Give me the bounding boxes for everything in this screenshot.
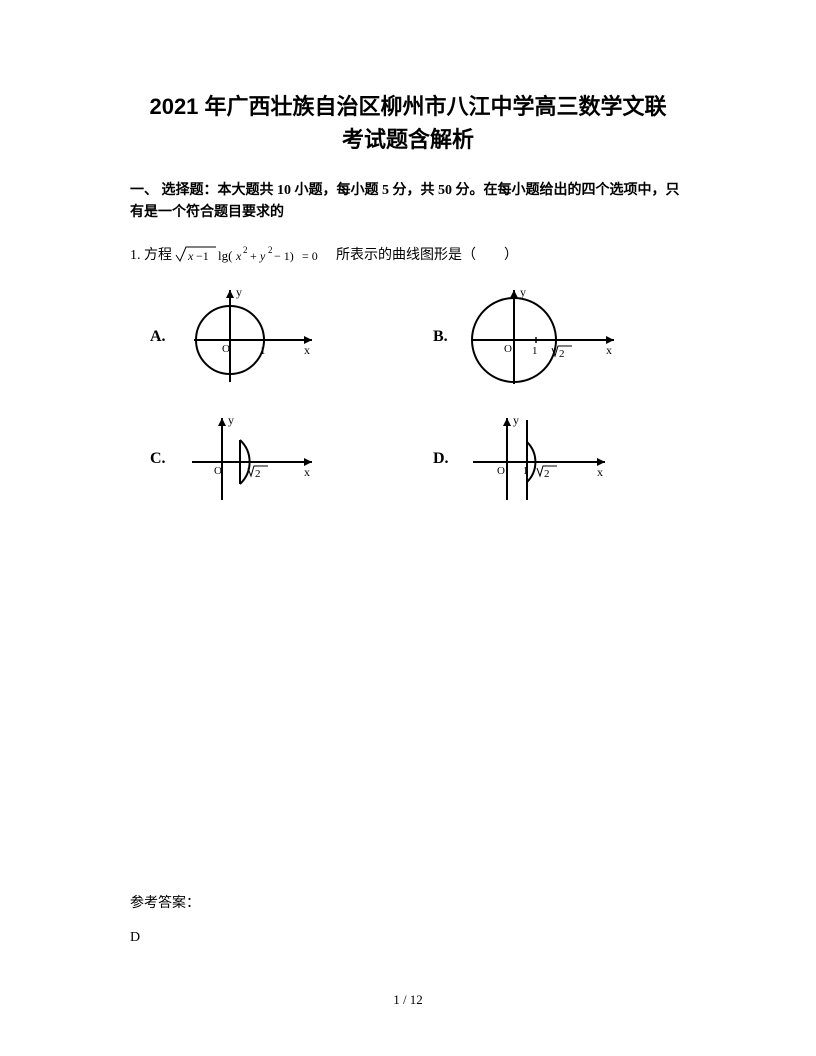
- answer-value: D: [130, 930, 200, 946]
- svg-text:2: 2: [544, 468, 550, 480]
- option-a: A. O 1 x y: [150, 282, 403, 392]
- question-1: 1. 方程 x −1 lg( x 2 + y 2 − 1) = 0 所表示的曲线…: [130, 243, 686, 268]
- option-d-label: D.: [433, 450, 449, 468]
- option-d-diagram: O 1 2 x y: [455, 412, 615, 507]
- option-c: C. O 2 x y: [150, 412, 403, 507]
- question-formula: x −1 lg( x 2 + y 2 − 1) = 0: [174, 243, 334, 267]
- svg-text:O: O: [504, 343, 512, 355]
- svg-text:x: x: [235, 249, 242, 263]
- svg-text:+: +: [250, 249, 257, 263]
- question-prefix: 1. 方程: [130, 243, 172, 268]
- svg-text:lg(: lg(: [218, 248, 232, 263]
- svg-text:y: y: [513, 413, 519, 427]
- svg-text:2: 2: [268, 245, 273, 255]
- svg-text:y: y: [228, 413, 234, 427]
- option-a-diagram: O 1 x y: [172, 282, 322, 392]
- svg-text:−1: −1: [196, 249, 209, 263]
- page-title: 2021 年广西壮族自治区柳州市八江中学高三数学文联 考试题含解析: [130, 90, 686, 156]
- option-b-label: B.: [433, 328, 448, 346]
- svg-text:O: O: [214, 465, 222, 477]
- svg-text:O: O: [222, 343, 230, 355]
- svg-text:2: 2: [255, 468, 261, 480]
- svg-text:2: 2: [243, 245, 248, 255]
- option-c-diagram: O 2 x y: [172, 412, 322, 507]
- svg-text:1: 1: [532, 345, 538, 357]
- title-line1: 2021 年广西壮族自治区柳州市八江中学高三数学文联: [149, 94, 666, 119]
- answer-section: 参考答案： D: [130, 892, 200, 946]
- options-grid: A. O 1 x y B. O 1 2 x: [150, 282, 686, 507]
- option-b-diagram: O 1 2 x y: [454, 282, 624, 392]
- svg-text:x: x: [187, 249, 194, 263]
- svg-text:x: x: [597, 465, 603, 479]
- title-line2: 考试题含解析: [342, 127, 474, 152]
- section-header: 一、 选择题：本大题共 10 小题，每小题 5 分，共 50 分。在每小题给出的…: [130, 180, 686, 225]
- question-suffix: 所表示的曲线图形是（ ）: [336, 243, 518, 268]
- page-number: 1 / 12: [0, 992, 816, 1008]
- svg-text:O: O: [497, 465, 505, 477]
- svg-text:1: 1: [523, 466, 528, 477]
- svg-text:x: x: [606, 343, 612, 357]
- svg-text:y: y: [236, 285, 242, 299]
- option-c-label: C.: [150, 450, 166, 468]
- option-b: B. O 1 2 x y: [433, 282, 686, 392]
- svg-text:2: 2: [559, 348, 565, 360]
- svg-text:= 0: = 0: [302, 249, 318, 263]
- option-d: D. O 1 2 x y: [433, 412, 686, 507]
- svg-text:y: y: [259, 249, 266, 263]
- svg-text:x: x: [304, 343, 310, 357]
- svg-text:1: 1: [260, 345, 266, 357]
- answer-label: 参考答案：: [130, 892, 200, 912]
- svg-text:− 1): − 1): [274, 249, 294, 263]
- svg-text:x: x: [304, 465, 310, 479]
- svg-text:y: y: [520, 285, 526, 299]
- option-a-label: A.: [150, 328, 166, 346]
